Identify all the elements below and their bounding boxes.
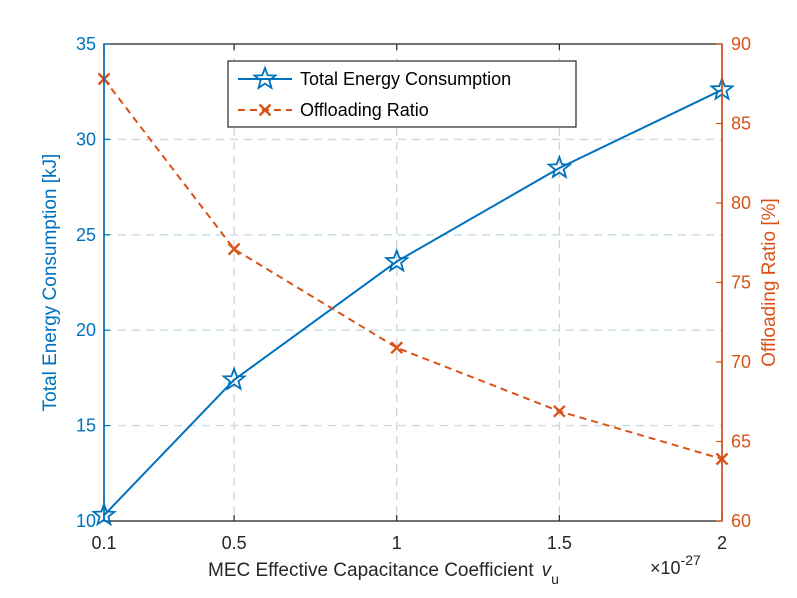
legend-marker-offloading	[258, 103, 272, 117]
x-axis-subscript: u	[551, 571, 559, 587]
x-axis-symbol: v	[542, 560, 553, 581]
x-tick-label: 0.5	[222, 533, 247, 553]
right-y-tick-label: 60	[731, 511, 751, 531]
right-y-tick-label: 85	[731, 114, 751, 134]
left-y-tick-label: 35	[76, 34, 96, 54]
right-y-tick-label: 65	[731, 432, 751, 452]
legend-items	[238, 65, 292, 117]
energy-point	[383, 247, 410, 273]
legend-box	[227, 60, 577, 128]
grid-lines	[104, 44, 722, 521]
left-y-tick-label: 20	[76, 320, 96, 340]
x-marker-stroke	[553, 404, 566, 418]
legend: Total Energy Consumption Offloading Rati…	[227, 60, 577, 128]
x-marker-stroke	[390, 341, 404, 355]
energy-point	[546, 154, 573, 180]
left-axis-title: Total Energy Consumption [kJ]	[40, 154, 61, 412]
x-axis-exponent: ×10-27	[650, 552, 701, 578]
right-y-tick-label: 90	[731, 34, 751, 54]
right-y-tick-label: 80	[731, 193, 751, 213]
offloading-point	[227, 242, 241, 256]
legend-label-offloading: Offloading Ratio	[300, 100, 429, 120]
x-axis-exponent-base: ×10	[650, 558, 681, 578]
right-y-tick-label: 75	[731, 273, 751, 293]
x-axis-exponent-power: -27	[681, 552, 701, 568]
x-tick-label: 0.1	[91, 533, 116, 553]
left-y-tick-label: 25	[76, 225, 96, 245]
series-layer	[91, 72, 735, 527]
left-y-tick-label: 15	[76, 416, 96, 436]
offloading-point	[553, 404, 566, 418]
offloading-point	[390, 341, 404, 355]
x-marker-stroke	[258, 103, 272, 117]
x-tick-label: 1	[392, 533, 402, 553]
x-tick-label: 2	[717, 533, 727, 553]
legend-marker-energy	[252, 65, 278, 90]
x-axis-title-text: MEC Effective Capacitance Coefficient	[208, 560, 534, 581]
series-line-energy	[103, 88, 723, 516]
right-y-tick-label: 70	[731, 352, 751, 372]
x-tick-label: 1.5	[547, 533, 572, 553]
right-axis-title: Offloading Ratio [%]	[759, 198, 780, 367]
left-y-tick-label: 10	[76, 511, 96, 531]
x-marker-stroke	[227, 242, 241, 256]
axis-ticks	[103, 43, 723, 522]
legend-label-energy: Total Energy Consumption	[300, 69, 511, 89]
tick-labels: 0.1 0.5 1 1.5 2 10 15 20 25 30 35 60 65 70 75 80 85 90	[76, 34, 751, 553]
energy-point	[221, 366, 248, 391]
left-y-tick-label: 30	[76, 129, 96, 149]
x-axis-title: MEC Effective Capacitance Coefficient vu	[208, 560, 559, 587]
